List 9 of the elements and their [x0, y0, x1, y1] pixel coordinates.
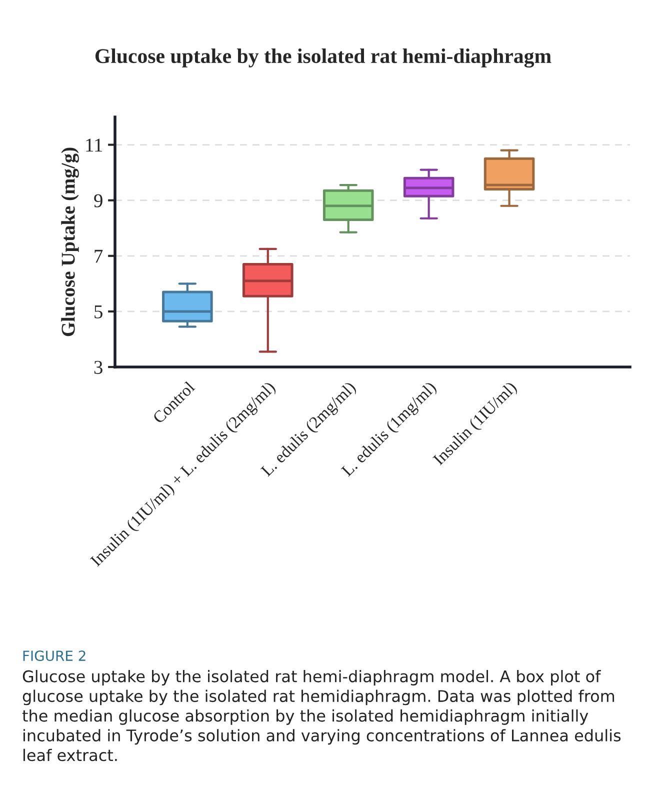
y-tick-label: 9	[94, 194, 102, 208]
chart-title: Glucose uptake by the isolated rat hemi-diaphragm	[95, 48, 552, 68]
y-tick-label: 5	[94, 305, 102, 318]
text: Glucose uptake by the isolated rat hemi-diaphragm model. A box plot of glucose uptake by the isolated rat hemidiaphragm. Data was plotted from the median glucose absorption by the isolated hemidiaphragm initially incubated in Tyrode’s solution and varying concentrations of Lannea edulis leaf extract.	[22, 670, 621, 762]
y-tick-label: 3	[94, 360, 102, 374]
y-tick-label: 11	[86, 138, 102, 152]
y-axis-title: Glucose Uptake (mg/g)	[61, 148, 79, 336]
y-tick-label: 7	[94, 250, 103, 263]
caption: FIGURE 2	[23, 650, 86, 662]
